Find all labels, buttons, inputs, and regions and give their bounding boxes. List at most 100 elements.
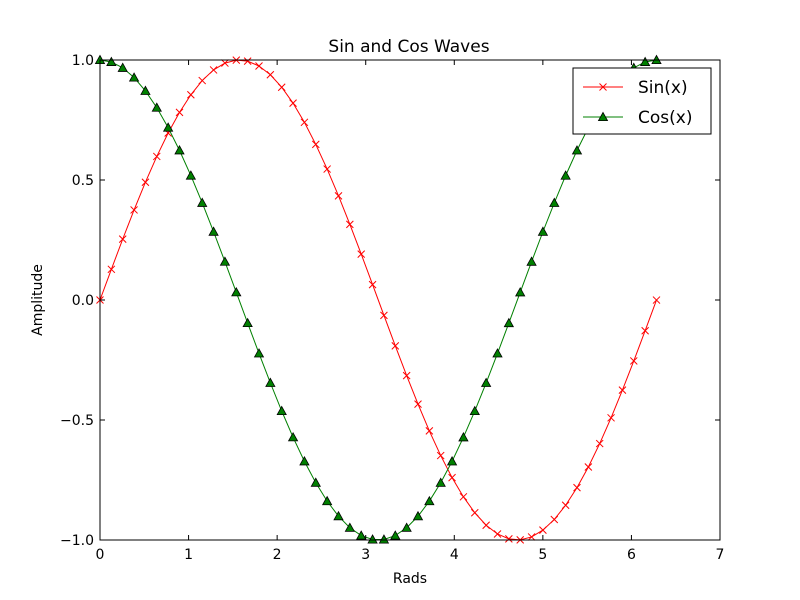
marker-stroke [641,326,649,335]
marker-stroke [334,191,343,200]
data-point-cos [571,145,583,155]
data-point-sin [641,326,649,335]
data-point-sin [550,515,559,524]
marker-stroke [175,108,184,117]
data-point-sin [221,59,229,67]
marker-stroke [550,515,559,524]
legend-box [572,67,712,135]
marker-stroke [482,521,490,530]
marker-stroke [493,530,502,538]
data-point-cos [526,256,537,266]
data-point-sin [527,533,536,541]
legend-entries: Sin(x) Cos(x) [583,78,692,128]
data-point-sin [334,191,343,200]
data-point-sin [504,535,513,543]
data-point-cos [231,286,242,297]
data-point-cos [435,477,446,487]
data-point-sin [618,386,627,394]
marker-stroke [311,140,320,149]
marker-stroke [209,66,218,74]
data-point-cos [492,348,503,358]
marker-stroke [629,357,638,365]
marker-stroke [323,165,331,173]
data-point-cos [276,405,287,415]
marker-stroke [584,463,593,471]
data-point-sin [539,526,547,534]
marker-stroke [448,473,456,482]
data-point-cos [253,348,265,358]
marker-stroke [391,342,400,350]
data-point-cos [321,495,333,506]
data-point-cos [344,522,356,532]
data-point-cos [367,534,378,544]
data-point-cos [446,456,458,466]
marker-stroke [425,427,434,435]
marker-stroke [198,76,207,85]
data-point-sin [402,371,411,380]
marker-stroke [118,235,127,243]
marker-stroke [368,280,377,289]
marker-stroke [573,483,581,492]
data-point-cos [117,62,128,72]
marker-stroke [459,492,468,501]
marker-stroke [599,83,607,91]
data-point-sin [357,250,366,258]
marker-stroke [130,206,138,214]
data-point-sin [595,439,604,448]
data-point-sin [652,296,661,304]
y-tick-label: −0.5 [60,413,94,429]
data-point-cos [480,377,492,387]
marker-stroke [266,70,275,79]
y-axis-label: Amplitude [30,264,46,336]
ticks-layer: 0 1 2 3 4 5 6 7 −1.0 −0.5 0.0 0.5 1.0 [60,53,724,563]
data-point-sin [459,492,468,501]
x-tick-label: 7 [716,547,725,563]
marker-stroke [607,413,615,422]
marker-stroke [221,59,229,67]
data-point-cos [469,405,480,416]
data-point-sin [346,220,354,229]
data-point-cos [242,317,253,328]
data-point-sin [198,76,207,85]
y-tick-label: −1.0 [60,533,94,549]
data-point-sin [311,140,320,149]
data-point-cos [503,317,515,328]
x-axis-label: Rads [393,571,427,587]
data-point-sin [448,473,456,482]
marker-stroke [243,57,252,65]
data-point-cos [424,495,435,506]
data-point-cos [287,431,299,442]
legend-marker [599,83,607,91]
data-point-cos [219,256,231,266]
marker-stroke [539,526,547,534]
data-point-sin [482,521,490,530]
data-point-cos [151,102,162,112]
marker-stroke [561,501,570,510]
data-point-sin [573,483,581,492]
marker-stroke [504,535,513,543]
data-point-cos [128,72,140,82]
y-tick-label: 1.0 [72,53,94,69]
data-point-cos [549,197,560,207]
data-point-cos [265,377,276,387]
data-point-cos [162,122,174,132]
legend-entry-cos: Cos(x) [583,108,692,128]
marker-stroke [277,83,286,92]
data-point-sin [118,235,127,243]
marker-stroke [346,220,354,229]
x-tick-label: 1 [184,547,193,563]
data-point-sin [607,413,615,422]
data-point-sin [414,400,422,408]
data-point-cos [208,226,219,236]
data-point-sin [130,206,138,214]
data-point-cos [185,170,197,180]
marker-stroke [300,118,309,127]
data-point-sin [255,62,263,70]
x-tick-label: 2 [273,547,282,563]
data-point-sin [243,57,252,65]
data-point-cos [140,85,151,95]
legend: Sin(x) Cos(x) [572,67,712,135]
x-tick-label: 6 [627,547,636,563]
data-point-sin [266,70,275,79]
legend-marker [597,111,609,121]
